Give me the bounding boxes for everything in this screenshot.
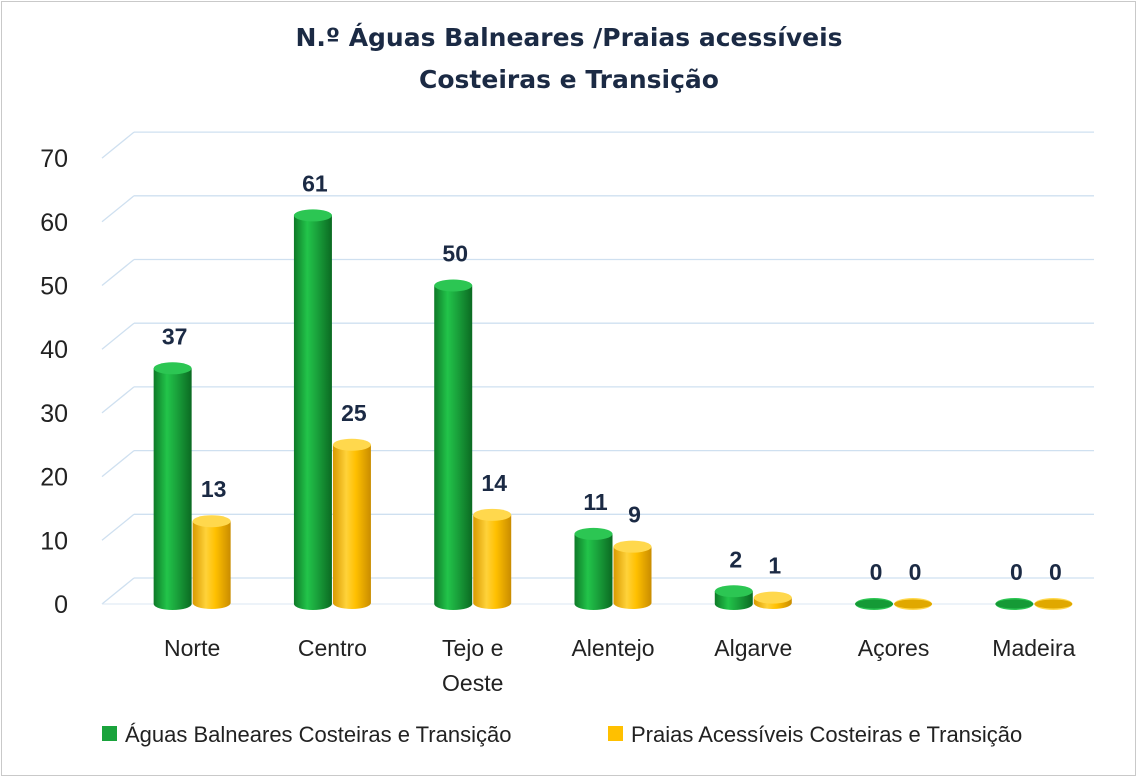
- data-label-aguas: 37: [162, 323, 188, 349]
- bar-top-praias: [332, 438, 371, 451]
- data-label-praias: 9: [628, 502, 641, 528]
- bar-top-praias: [753, 591, 792, 604]
- bar-aguas: [574, 533, 613, 610]
- x-tick-label: Açores: [858, 635, 930, 661]
- gridline-slant: [101, 386, 135, 414]
- x-tick-label: Alentejo: [571, 635, 654, 661]
- bar-top-aguas: [714, 585, 753, 598]
- bar-top-aguas: [574, 527, 613, 540]
- x-tick-label: Tejo e: [442, 635, 503, 661]
- y-tick-label: 20: [40, 464, 68, 492]
- data-label-praias: 0: [1049, 559, 1062, 585]
- data-label-aguas: 61: [302, 170, 328, 196]
- y-tick-label: 10: [40, 527, 68, 555]
- data-label-aguas: 2: [729, 546, 742, 572]
- gridline-slant: [101, 513, 135, 541]
- x-tick-label: Madeira: [992, 635, 1075, 661]
- bar-praias: [332, 444, 371, 609]
- legend-swatch-praias: [608, 726, 623, 741]
- gridline-slant: [101, 450, 135, 478]
- gridline-slant: [101, 258, 135, 287]
- bar-aguas: [293, 215, 332, 610]
- data-label-praias: 1: [768, 553, 781, 579]
- y-tick-label: 0: [54, 591, 68, 619]
- bar-top-aguas: [153, 362, 192, 375]
- y-tick-label: 40: [40, 336, 68, 364]
- data-label-praias: 13: [201, 476, 227, 502]
- data-label-praias: 0: [909, 559, 922, 585]
- bar-top-praias: [473, 508, 512, 521]
- bar-zero-praias: [1034, 599, 1073, 609]
- data-label-aguas: 11: [583, 489, 608, 515]
- legend-swatch-aguas: [102, 726, 117, 741]
- y-tick-label: 50: [40, 273, 68, 301]
- data-label-aguas: 0: [870, 559, 883, 585]
- bar-aguas: [153, 368, 192, 610]
- bar-praias: [192, 521, 231, 609]
- gridline-slant: [101, 577, 135, 605]
- x-tick-label: Norte: [164, 635, 220, 661]
- bar-top-aguas: [293, 209, 332, 222]
- data-label-praias: 25: [341, 400, 367, 426]
- gridline-slant: [101, 195, 135, 223]
- chart-title-line-1: N.º Águas Balneares /Praias acessíveis: [295, 23, 842, 52]
- gridline-slant: [101, 322, 135, 350]
- data-label-aguas: 50: [442, 241, 468, 267]
- x-tick-label: Centro: [298, 635, 367, 661]
- y-axis: 0 10 20 30 40 50 60 70: [40, 145, 68, 619]
- data-label-praias: 14: [481, 470, 507, 496]
- bar-top-praias: [192, 515, 231, 528]
- bars: [153, 209, 1073, 610]
- bar-zero-aguas: [995, 599, 1034, 609]
- bar-top-aguas: [434, 279, 473, 292]
- legend-label-praias: Praias Acessíveis Costeiras e Transição: [631, 722, 1022, 747]
- y-tick-label: 30: [40, 400, 68, 428]
- x-tick-label: Algarve: [714, 635, 792, 661]
- x-tick-label: Oeste: [442, 670, 503, 696]
- y-tick-label: 60: [40, 209, 68, 237]
- bar-zero-aguas: [855, 599, 894, 609]
- bar-praias: [613, 546, 652, 609]
- bar-aguas: [434, 285, 473, 610]
- y-tick-label: 70: [40, 145, 68, 173]
- bar-praias: [473, 514, 512, 609]
- legend-label-aguas: Águas Balneares Costeiras e Transição: [125, 722, 511, 747]
- data-label-aguas: 0: [1010, 559, 1023, 585]
- legend: Águas Balneares Costeiras e Transição Pr…: [102, 722, 1022, 747]
- gridline-slant: [101, 131, 135, 159]
- x-axis: Norte Centro Tejo e Oeste Alentejo Algarve Aço…: [164, 635, 1076, 696]
- bar-zero-praias: [894, 599, 933, 609]
- chart-title-line-2: Costeiras e Transição: [419, 65, 719, 94]
- bar-top-praias: [613, 540, 652, 553]
